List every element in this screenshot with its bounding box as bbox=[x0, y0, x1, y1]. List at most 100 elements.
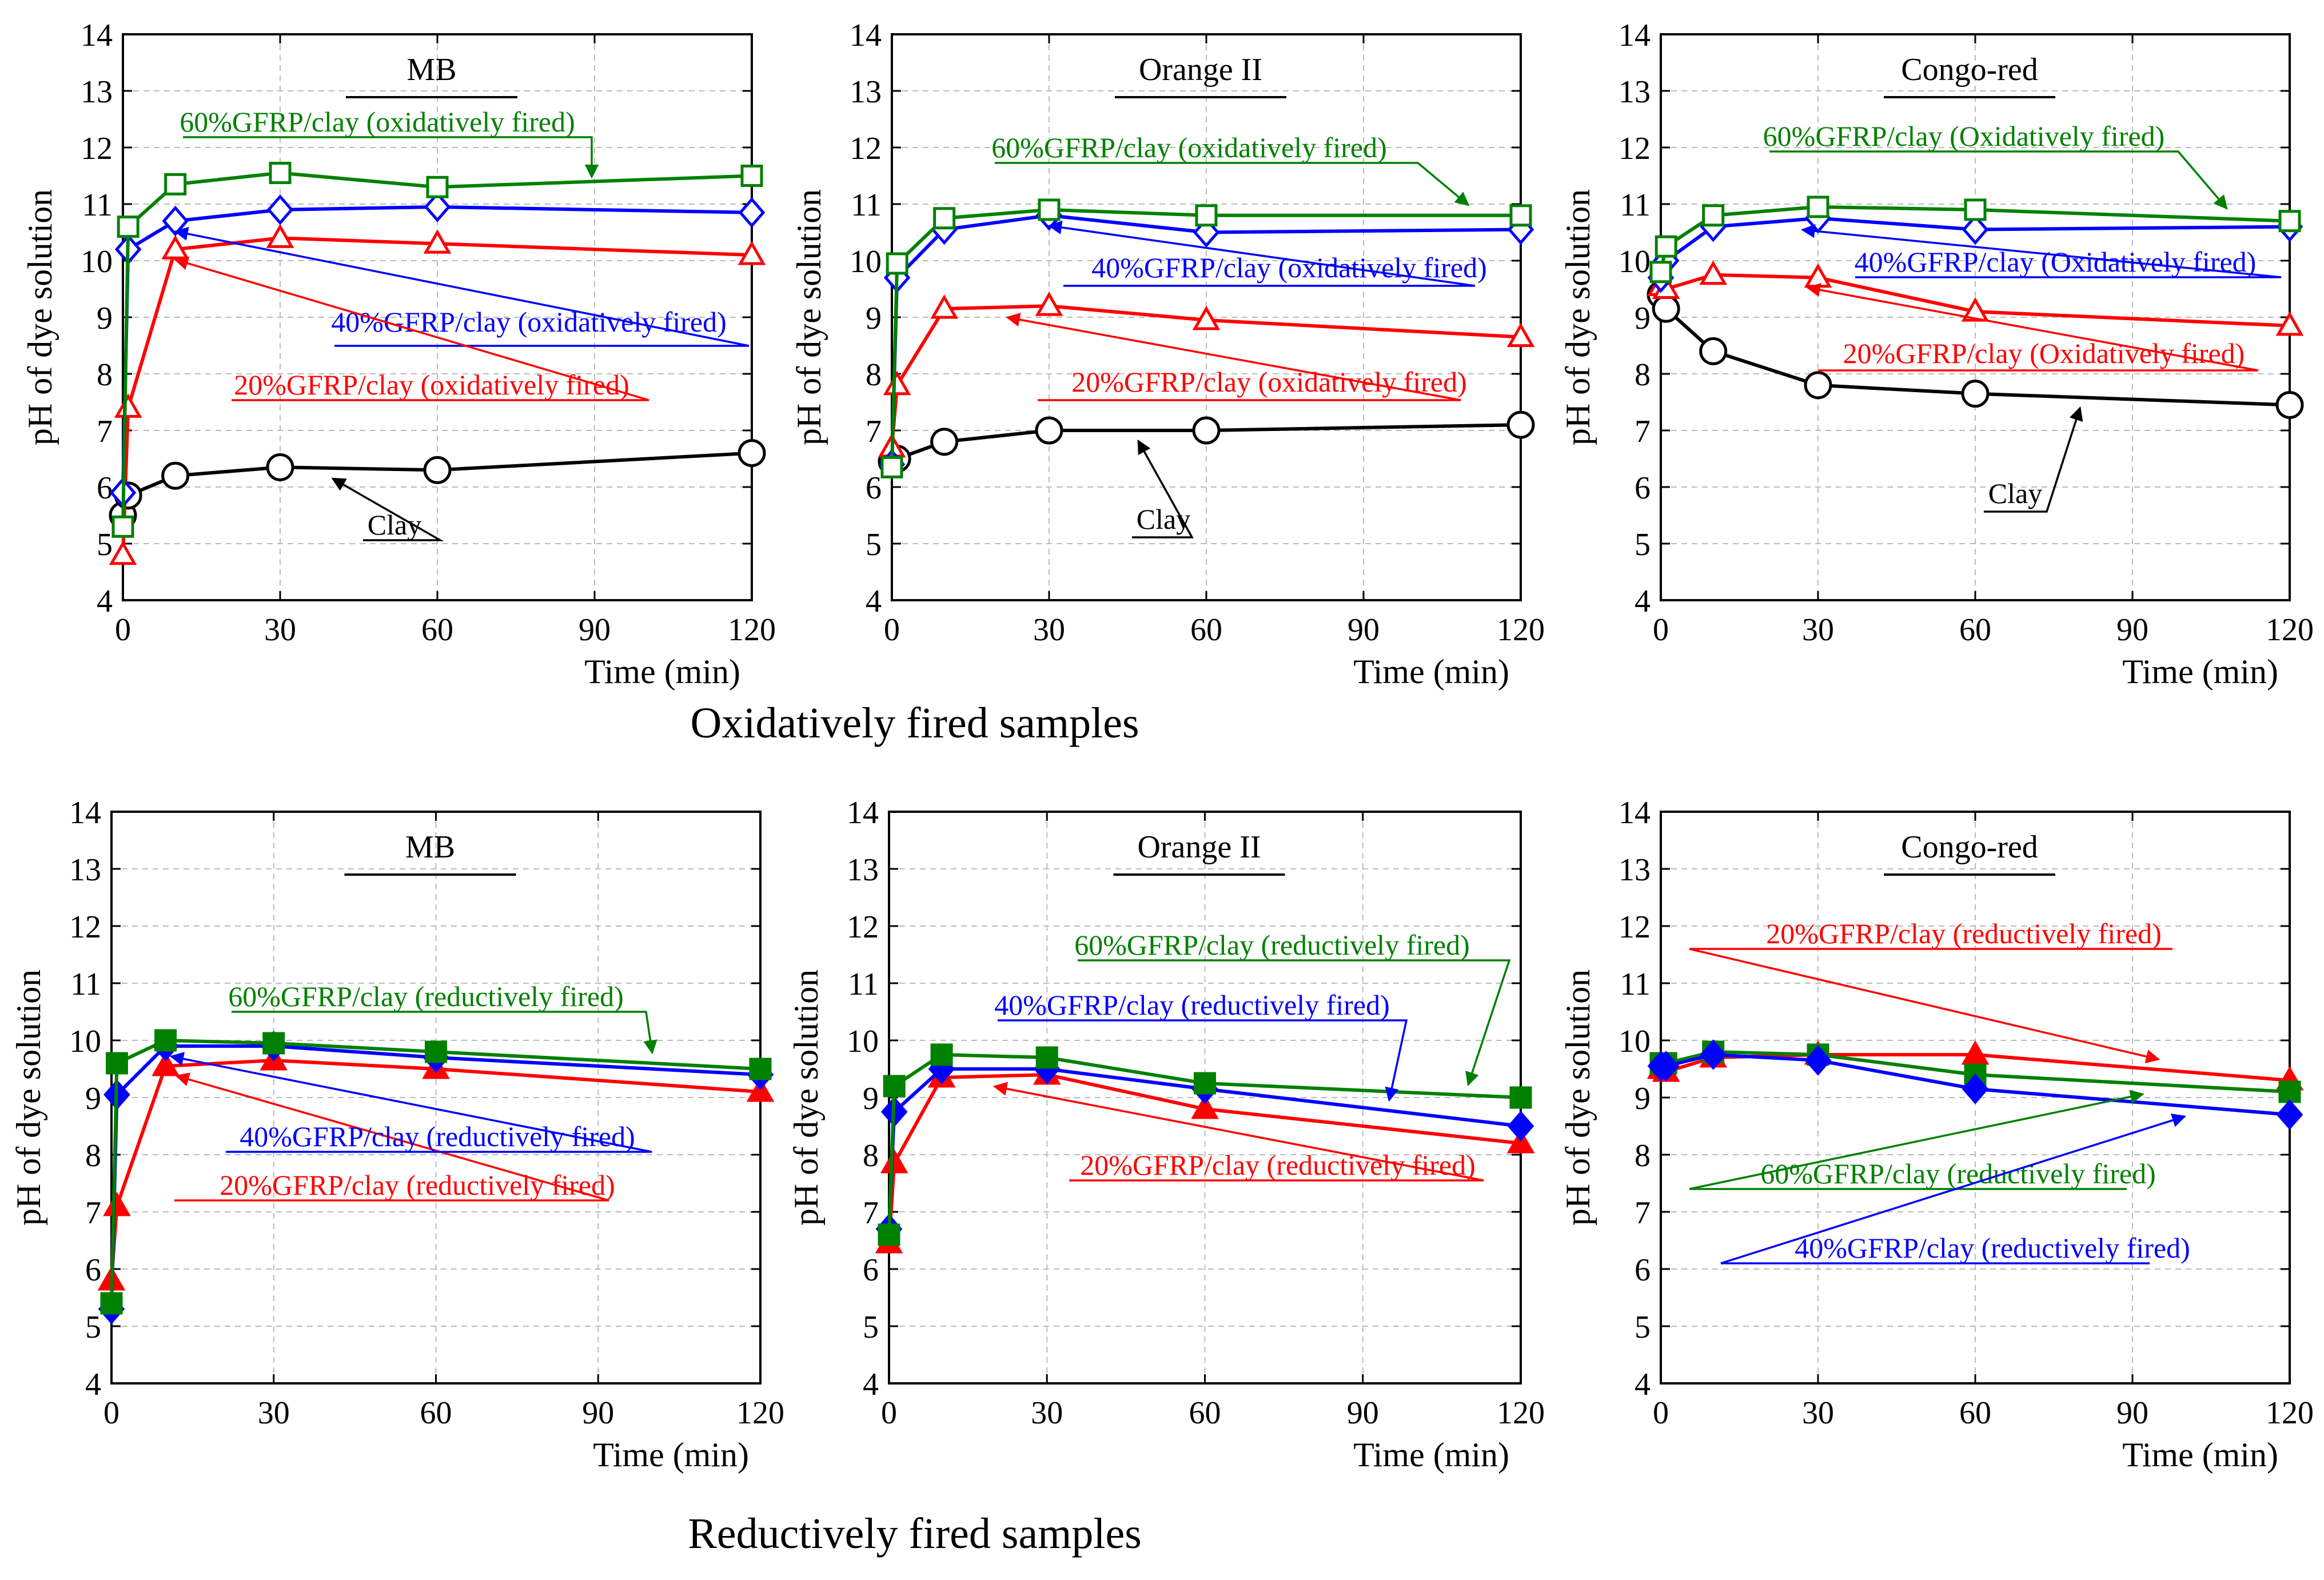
data-point bbox=[930, 1043, 953, 1066]
series-40-gfrp-clay-reductively-fired bbox=[1647, 1039, 2303, 1130]
annotation-leader bbox=[183, 136, 599, 179]
y-tick-label: 6 bbox=[863, 1252, 879, 1288]
annotation-20-gfrp-clay-reductively-fired: 20%GFRP/clay (reductively fired) bbox=[992, 1082, 1484, 1182]
data-point bbox=[1506, 410, 1535, 439]
annotation-20-gfrp-clay-reductively-fired: 20%GFRP/clay (reductively fired) bbox=[1689, 917, 2172, 1064]
series-line bbox=[121, 171, 752, 527]
y-tick-label: 8 bbox=[85, 1138, 101, 1174]
y-tick-label: 9 bbox=[1635, 301, 1651, 336]
data-point bbox=[114, 393, 142, 418]
x-axis-label: Time (min) bbox=[1353, 653, 1509, 691]
annotation-label: 20%GFRP/clay (oxidatively fired) bbox=[1071, 366, 1467, 398]
y-tick-label: 12 bbox=[81, 131, 113, 166]
x-axis-label: Time (min) bbox=[2122, 653, 2278, 691]
x-tick-label: 90 bbox=[582, 1395, 614, 1431]
x-tick-label: 30 bbox=[264, 612, 296, 648]
y-tick-label: 13 bbox=[847, 852, 879, 888]
y-tick-label: 5 bbox=[1635, 527, 1651, 562]
y-tick-label: 6 bbox=[85, 1252, 101, 1288]
y-tick-label: 14 bbox=[69, 795, 101, 831]
series-60-gfrp-clay-oxidatively-fired bbox=[1649, 195, 2301, 284]
series-line bbox=[890, 208, 1521, 468]
data-point bbox=[1506, 1128, 1535, 1154]
annotation-60-gfrp-clay-reductively-fired: 60%GFRP/clay (reductively fired) bbox=[228, 980, 657, 1055]
data-point bbox=[1961, 1040, 1990, 1065]
annotation-60-gfrp-clay-reductively-fired: 60%GFRP/clay (reductively fired) bbox=[1074, 929, 1511, 1087]
y-axis-label: pH of dye solution bbox=[21, 189, 59, 445]
data-point bbox=[423, 456, 452, 484]
series-line bbox=[110, 1038, 761, 1304]
y-tick-label: 13 bbox=[1619, 852, 1651, 888]
x-tick-label: 0 bbox=[115, 612, 131, 648]
data-point bbox=[1507, 1111, 1534, 1142]
annotation-label: 40%GFRP/clay (reductively fired) bbox=[994, 989, 1389, 1021]
y-tick-label: 14 bbox=[847, 795, 879, 831]
row-caption-reductive: Reductively fired samples bbox=[688, 1510, 1142, 1558]
y-tick-label: 6 bbox=[97, 470, 113, 506]
annotation-leader bbox=[1769, 150, 2228, 210]
x-tick-label: 120 bbox=[736, 1395, 784, 1431]
annotation-60-gfrp-clay-oxidatively-fired: 60%GFRP/clay (oxidatively fired) bbox=[180, 106, 599, 179]
x-tick-label: 90 bbox=[1348, 612, 1380, 648]
data-point bbox=[161, 461, 190, 490]
x-tick-label: 0 bbox=[881, 1395, 897, 1431]
data-point bbox=[1191, 1094, 1219, 1119]
annotation-20-gfrp-clay-reductively-fired: 20%GFRP/clay (reductively fired) bbox=[174, 1072, 615, 1202]
annotation-leader bbox=[1047, 220, 1476, 287]
annotation-leader bbox=[995, 162, 1470, 206]
data-point bbox=[2276, 1099, 2303, 1130]
series-20-gfrp-clay-oxidatively-fired bbox=[109, 224, 766, 565]
y-tick-label: 14 bbox=[1619, 795, 1651, 831]
y-tick-label: 11 bbox=[1620, 187, 1651, 223]
data-point bbox=[111, 515, 134, 538]
y-tick-label: 4 bbox=[866, 584, 882, 619]
annotation-leader bbox=[174, 227, 750, 347]
y-axis-label: pH of dye solution bbox=[10, 969, 47, 1226]
data-point bbox=[266, 194, 294, 225]
x-tick-label: 0 bbox=[1653, 612, 1669, 648]
annotation-20-gfrp-clay-oxidatively-fired: 20%GFRP/clay (oxidatively fired) bbox=[1006, 313, 1467, 401]
data-point bbox=[1652, 1051, 1680, 1082]
y-tick-label: 4 bbox=[863, 1367, 879, 1402]
annotation-leader bbox=[232, 1011, 657, 1055]
panel-title: Orange II bbox=[1137, 829, 1261, 865]
y-tick-label: 10 bbox=[1619, 244, 1651, 280]
data-point bbox=[1509, 1086, 1532, 1109]
x-axis-label: Time (min) bbox=[593, 1436, 749, 1474]
data-point bbox=[1702, 204, 1725, 227]
data-point bbox=[269, 162, 292, 185]
series-60-gfrp-clay-reductively-fired bbox=[878, 1043, 1532, 1246]
annotation-40-gfrp-clay-reductively-fired: 40%GFRP/clay (reductively fired) bbox=[1720, 1113, 2190, 1264]
y-tick-label: 4 bbox=[97, 584, 113, 619]
data-point bbox=[1962, 214, 1989, 245]
annotation-40-gfrp-clay-oxidatively-fired: 40%GFRP/clay (Oxidatively fired) bbox=[1801, 224, 2282, 278]
data-point bbox=[1038, 198, 1061, 221]
y-axis-label: pH of dye solution bbox=[790, 189, 828, 445]
data-point bbox=[1506, 322, 1535, 348]
y-tick-label: 4 bbox=[1635, 584, 1651, 619]
data-point bbox=[1807, 195, 1829, 218]
annotation-leader bbox=[174, 1072, 609, 1202]
series-60-gfrp-clay-oxidatively-fired bbox=[880, 198, 1532, 478]
data-point bbox=[1194, 1072, 1216, 1095]
annotation-clay: Clay bbox=[1132, 439, 1194, 538]
y-tick-label: 7 bbox=[1635, 414, 1651, 449]
chart-oxidatively-congo-red: 4 5 6 7 8 9 10 11 12 13 14 0 30 60 90 120 Time (min) pH o… bbox=[1559, 18, 2314, 691]
y-tick-label: 7 bbox=[863, 1195, 879, 1231]
x-tick-label: 120 bbox=[728, 612, 776, 648]
panel-title: Congo-red bbox=[1901, 52, 2038, 87]
annotation-leader bbox=[169, 1052, 652, 1153]
x-tick-label: 0 bbox=[884, 612, 900, 648]
y-axis-label: pH of dye solution bbox=[1559, 969, 1597, 1226]
data-point bbox=[1804, 371, 1832, 400]
data-point bbox=[1195, 204, 1218, 227]
y-tick-label: 9 bbox=[866, 301, 882, 336]
y-tick-label: 12 bbox=[1619, 131, 1651, 166]
chart-oxidatively-orange-ii: 4 5 6 7 8 9 10 11 12 13 14 0 30 60 90 120 Time (min) pH o… bbox=[790, 18, 1545, 691]
y-tick-label: 14 bbox=[81, 18, 113, 53]
x-tick-label: 120 bbox=[2266, 612, 2314, 648]
data-point bbox=[164, 173, 187, 195]
data-point bbox=[886, 252, 908, 275]
